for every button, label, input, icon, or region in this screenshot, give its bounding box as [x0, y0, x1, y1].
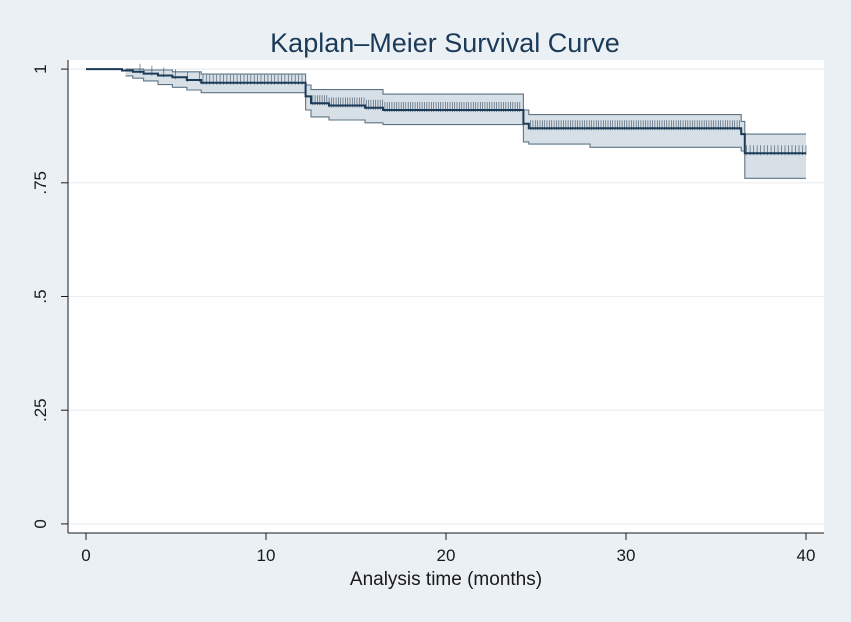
survival-step-line	[86, 68, 806, 155]
x-tick-label: 40	[797, 546, 816, 565]
ci-band-fill	[125, 69, 807, 179]
y-tick-label: 1	[31, 64, 50, 73]
ci-upper-line	[125, 68, 806, 135]
x-axis-ticks: 0 10 20 30 40	[81, 533, 815, 565]
survival-curve	[86, 68, 806, 155]
y-tick-label: 0	[31, 519, 50, 528]
ci-lower-line	[125, 75, 806, 179]
y-tick-label: .5	[31, 289, 50, 303]
confidence-band	[125, 68, 807, 179]
x-tick-label: 10	[257, 546, 276, 565]
chart-title: Kaplan–Meier Survival Curve	[270, 28, 620, 58]
x-tick-label: 30	[617, 546, 636, 565]
y-tick-label: .25	[31, 398, 50, 422]
x-axis-label: Analysis time (months)	[350, 569, 542, 590]
x-tick-label: 20	[437, 546, 456, 565]
y-axis-ticks: 0 .25 .5 .75 1	[31, 64, 68, 529]
y-tick-label: .75	[31, 171, 50, 195]
x-tick-label: 0	[81, 546, 90, 565]
grid-lines	[68, 68, 824, 525]
